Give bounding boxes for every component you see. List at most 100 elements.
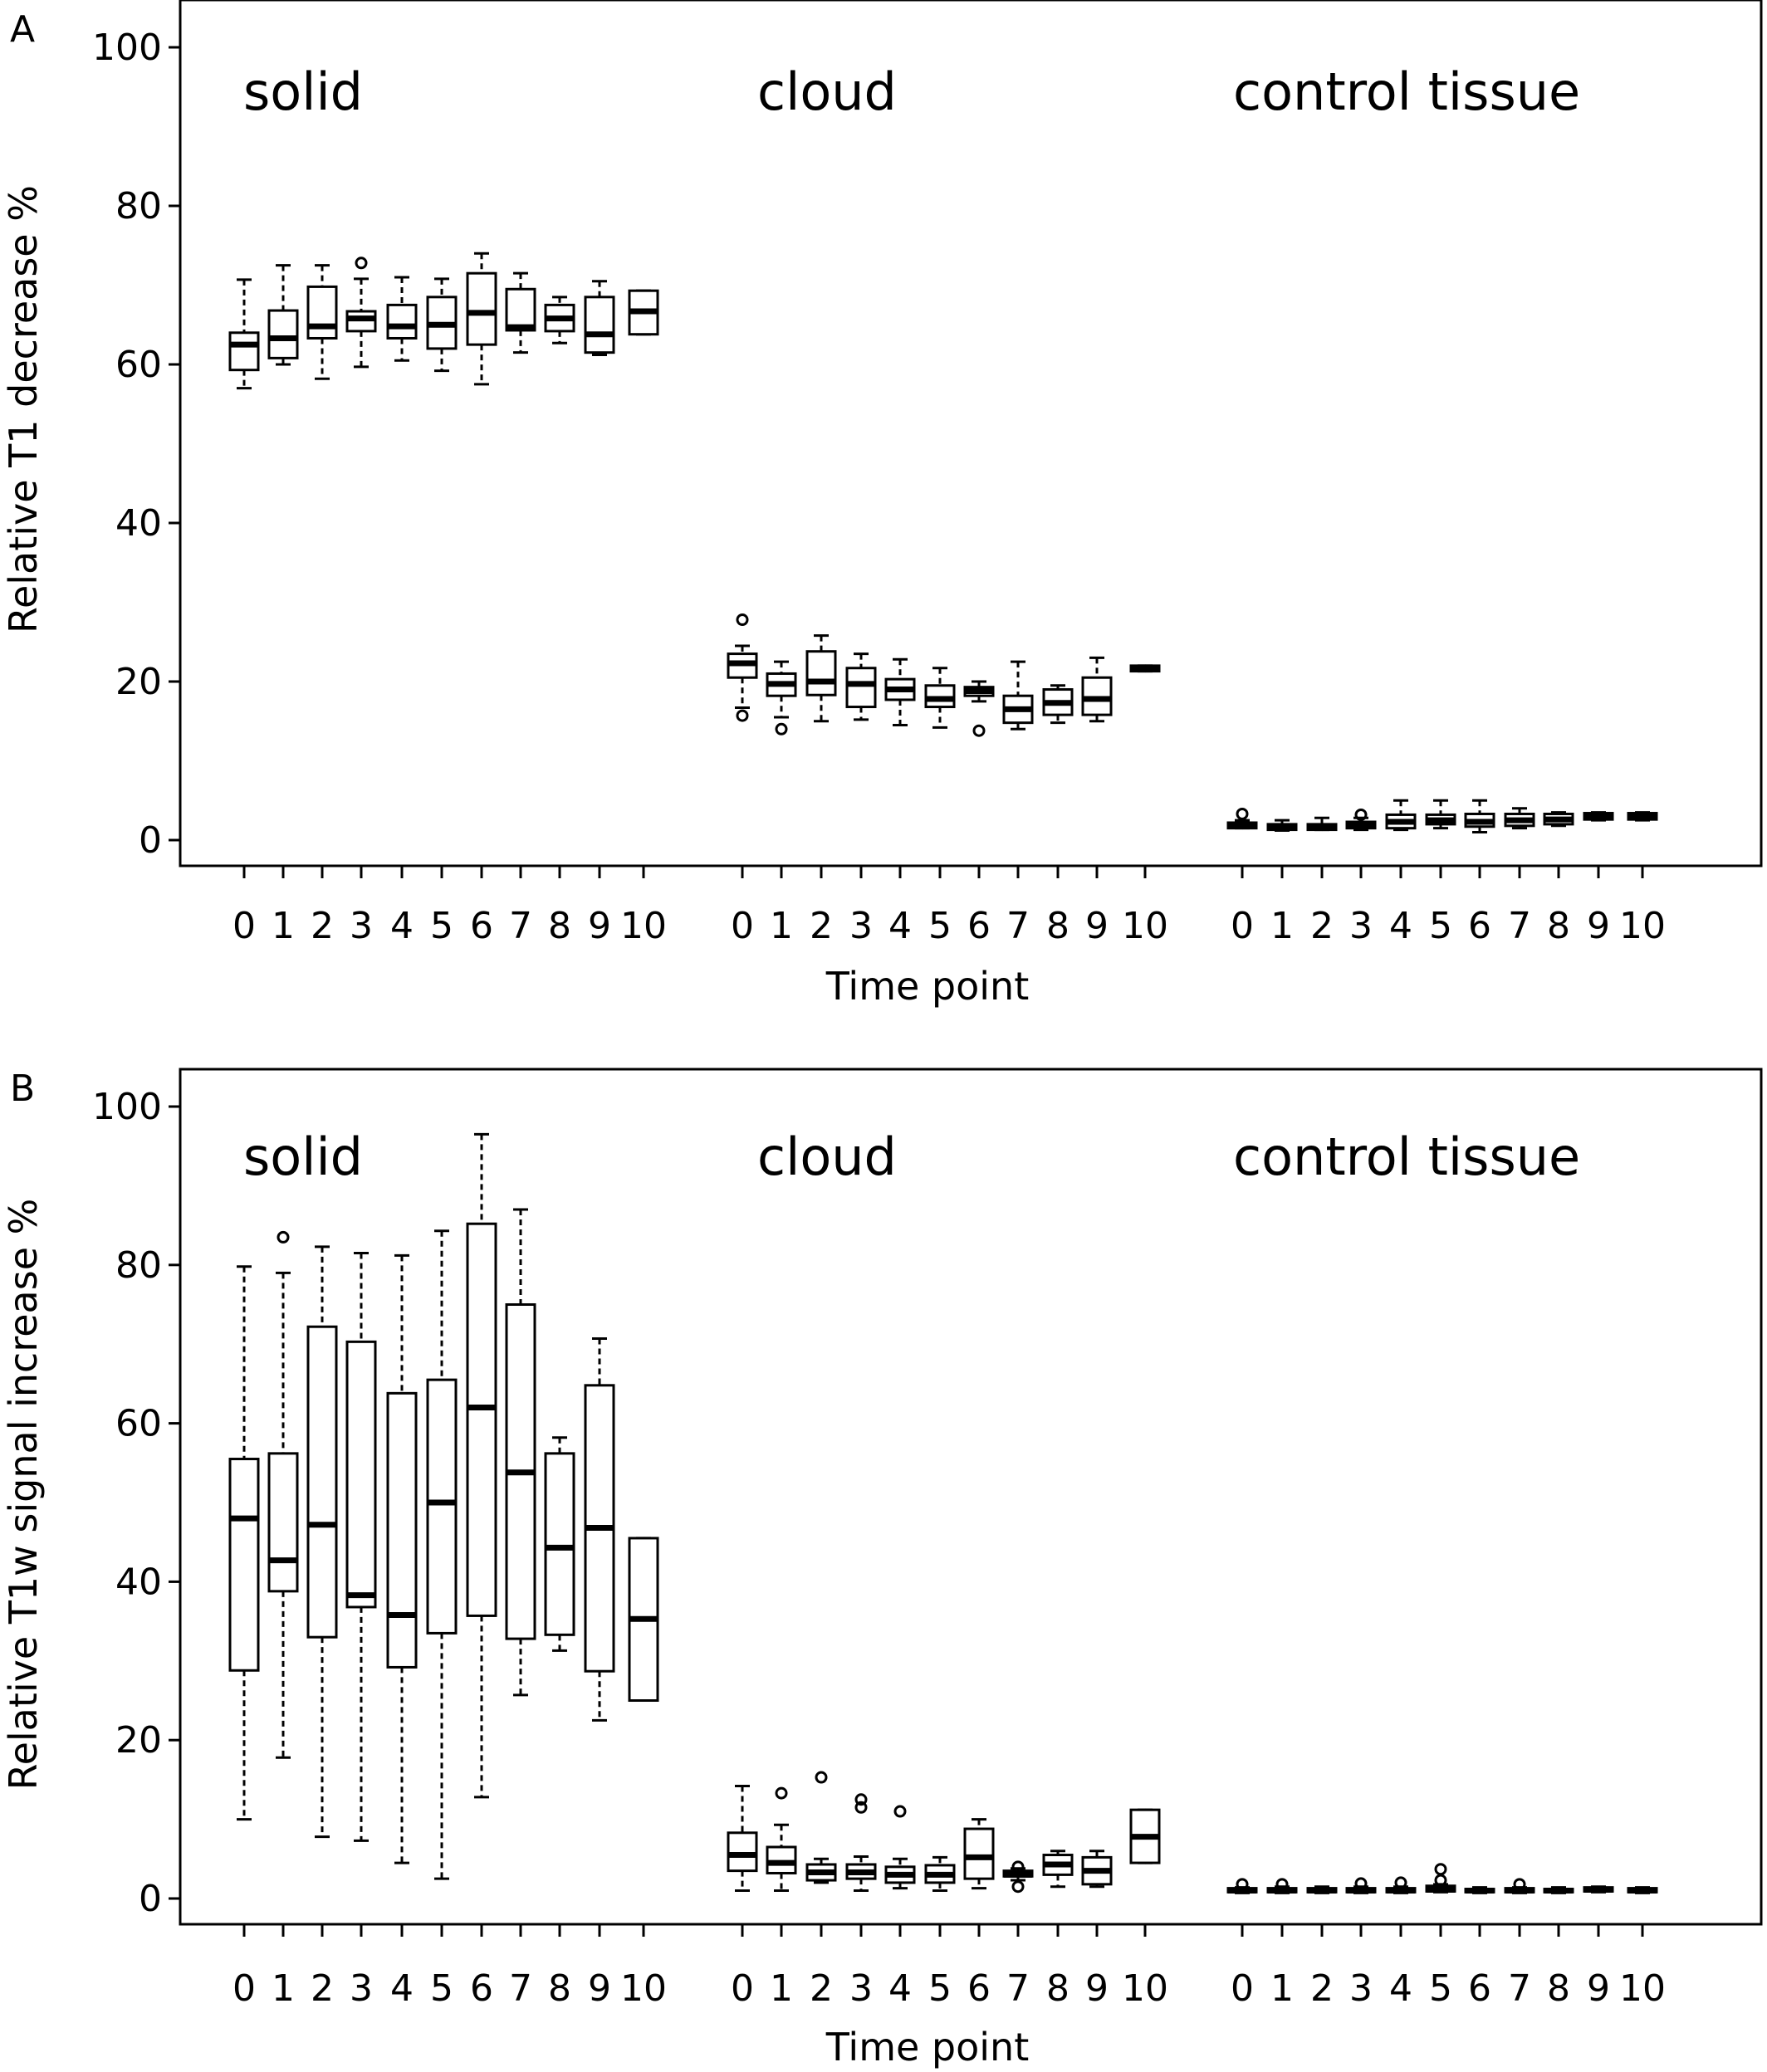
x-tick-label: 5 bbox=[430, 1967, 453, 2010]
group-label-control-tissue: control tissue bbox=[1233, 61, 1580, 122]
x-tick-label: 9 bbox=[1085, 1967, 1109, 2010]
box-solid-0 bbox=[228, 278, 260, 390]
iqr-box bbox=[228, 1458, 260, 1672]
outlier-point bbox=[854, 1801, 868, 1814]
x-tick-label: 7 bbox=[509, 905, 532, 947]
box-control-tissue-7 bbox=[1504, 807, 1535, 830]
x-tick-label: 4 bbox=[1389, 1967, 1412, 2010]
x-axis-title: Time point bbox=[825, 2025, 1030, 2070]
iqr-box bbox=[386, 1391, 418, 1669]
box-control-tissue-4 bbox=[1385, 1876, 1417, 1894]
x-tick-label: 0 bbox=[1231, 905, 1254, 947]
iqr-box bbox=[426, 1378, 458, 1635]
x-tick-label: 8 bbox=[1547, 1967, 1570, 2010]
box-solid-7 bbox=[505, 271, 536, 354]
outlier-point bbox=[736, 613, 749, 627]
y-tick-label: 0 bbox=[139, 819, 162, 862]
x-tick-label: 4 bbox=[390, 1967, 414, 2010]
outlier-point bbox=[1011, 1860, 1025, 1874]
box-cloud-10 bbox=[1129, 664, 1161, 673]
boxes bbox=[228, 1132, 1658, 1894]
x-tick-label: 2 bbox=[311, 905, 334, 947]
x-axis: 0 1 2 3 4 5 6 7 8 9 10 0 1 2 3 4 5 6 7 8 9 10 0 1 2 3 4 5 6 7 8 9 10 bbox=[232, 1924, 1666, 2010]
x-tick-label: 6 bbox=[1468, 905, 1491, 947]
outlier-point bbox=[736, 709, 749, 722]
x-tick-label: 0 bbox=[232, 905, 256, 947]
box-control-tissue-3 bbox=[1345, 808, 1377, 832]
y-tick-label: 80 bbox=[115, 185, 162, 227]
box-solid-4 bbox=[386, 1253, 418, 1864]
box-solid-7 bbox=[505, 1208, 536, 1697]
box-solid-8 bbox=[544, 296, 575, 345]
panel-a: A Relative T1 decrease % Time point soli… bbox=[1, 0, 1763, 1009]
x-tick-label: 3 bbox=[1349, 905, 1373, 947]
outlier-point bbox=[775, 722, 788, 735]
x-tick-label: 3 bbox=[350, 905, 373, 947]
x-tick-label: 3 bbox=[350, 1967, 373, 2010]
x-tick-label: 3 bbox=[849, 905, 873, 947]
x-tick-label: 1 bbox=[272, 905, 295, 947]
box-control-tissue-9 bbox=[1583, 1885, 1614, 1894]
outlier-point bbox=[775, 1786, 788, 1800]
y-axis-title: Relative T1w signal increase % bbox=[1, 1199, 46, 1791]
x-tick-label: 7 bbox=[1006, 1967, 1030, 2010]
box-control-tissue-0 bbox=[1226, 1878, 1258, 1894]
box-control-tissue-2 bbox=[1306, 816, 1338, 832]
outlier-point bbox=[1354, 808, 1368, 821]
x-tick-label: 6 bbox=[470, 905, 493, 947]
box-control-tissue-0 bbox=[1226, 807, 1258, 830]
x-tick-label: 1 bbox=[1270, 905, 1294, 947]
iqr-box bbox=[466, 271, 497, 346]
box-cloud-4 bbox=[884, 657, 916, 727]
x-tick-label: 5 bbox=[1429, 905, 1452, 947]
group-label-cloud: cloud bbox=[757, 61, 897, 122]
x-tick-label: 9 bbox=[588, 1967, 611, 2010]
box-cloud-9 bbox=[1081, 1850, 1113, 1889]
x-tick-label: 8 bbox=[1046, 905, 1070, 947]
y-tick-label: 40 bbox=[115, 502, 162, 545]
x-tick-label: 4 bbox=[888, 1967, 912, 2010]
x-tick-label: 5 bbox=[430, 905, 453, 947]
iqr-box bbox=[584, 296, 615, 354]
box-solid-10 bbox=[628, 1537, 659, 1703]
y-tick-label: 100 bbox=[92, 27, 162, 69]
outlier-point bbox=[1275, 1878, 1289, 1891]
x-tick-label: 6 bbox=[1468, 1967, 1491, 2010]
box-control-tissue-10 bbox=[1627, 1886, 1658, 1894]
box-cloud-8 bbox=[1042, 1850, 1074, 1889]
box-control-tissue-8 bbox=[1543, 1886, 1574, 1894]
iqr-box bbox=[306, 285, 338, 340]
y-axis: 0 20 40 60 80 100 bbox=[92, 27, 182, 862]
box-cloud-5 bbox=[924, 667, 956, 729]
box-control-tissue-3 bbox=[1345, 1877, 1377, 1894]
x-tick-label: 3 bbox=[849, 1967, 873, 2010]
x-tick-label: 3 bbox=[1349, 1967, 1373, 2010]
x-tick-label: 10 bbox=[1619, 905, 1666, 947]
box-control-tissue-2 bbox=[1306, 1885, 1338, 1894]
box-control-tissue-1 bbox=[1266, 819, 1298, 833]
box-cloud-3 bbox=[845, 1793, 877, 1892]
box-cloud-1 bbox=[766, 660, 797, 735]
outlier-point bbox=[1434, 1863, 1447, 1876]
y-tick-label: 100 bbox=[92, 1086, 162, 1128]
x-tick-label: 1 bbox=[272, 1967, 295, 2010]
x-tick-label: 2 bbox=[810, 1967, 833, 2010]
box-cloud-1 bbox=[766, 1786, 797, 1892]
boxes bbox=[228, 252, 1658, 833]
y-tick-label: 60 bbox=[115, 344, 162, 386]
box-solid-5 bbox=[426, 1229, 458, 1880]
group-label-control-tissue: control tissue bbox=[1233, 1126, 1580, 1187]
box-cloud-7 bbox=[1002, 1860, 1034, 1894]
iqr-box bbox=[306, 1325, 338, 1639]
x-tick-label: 10 bbox=[1619, 1967, 1666, 2010]
y-tick-label: 80 bbox=[115, 1244, 162, 1287]
x-tick-label: 9 bbox=[1587, 905, 1610, 947]
x-axis: 0 1 2 3 4 5 6 7 8 9 10 0 1 2 3 4 5 6 7 8 9 10 0 1 2 3 4 5 6 7 8 9 10 bbox=[232, 866, 1666, 947]
box-solid-6 bbox=[466, 1132, 497, 1799]
x-tick-label: 1 bbox=[770, 1967, 793, 2010]
box-solid-1 bbox=[267, 1230, 299, 1759]
box-solid-6 bbox=[466, 252, 497, 386]
x-tick-label: 4 bbox=[1389, 905, 1412, 947]
box-cloud-0 bbox=[727, 1785, 758, 1892]
